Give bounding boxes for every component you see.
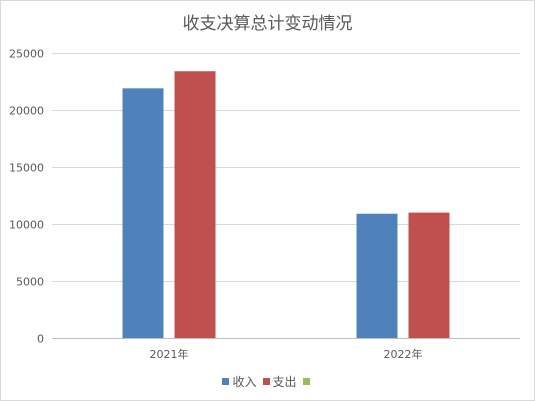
legend-swatch: [222, 378, 230, 385]
y-tick-label: 5000: [16, 276, 44, 289]
y-tick-label: 20000: [9, 105, 44, 118]
x-tick-label: 2021年: [150, 347, 189, 361]
bar-income-0: [122, 88, 164, 338]
legend-label: 支出: [272, 375, 297, 389]
y-tick-label: 25000: [9, 48, 44, 61]
legend-swatch: [262, 378, 270, 385]
bar-income-1: [356, 213, 398, 338]
y-tick-label: 0: [37, 333, 44, 346]
x-tick-label: 2022年: [384, 347, 423, 361]
legend-label: 收入: [232, 375, 257, 389]
chart-title: 收支决算总计变动情况: [182, 14, 353, 34]
y-tick-label: 10000: [9, 219, 44, 232]
chart-legend: 收入 支出: [1, 373, 534, 390]
legend-item: [302, 375, 313, 389]
bar-expense-1: [408, 212, 450, 338]
legend-swatch: [302, 378, 310, 385]
y-tick-label: 15000: [9, 162, 44, 175]
legend-item: 收入: [222, 373, 257, 390]
bar-expense-0: [174, 71, 216, 339]
legend-item: 支出: [262, 373, 297, 390]
